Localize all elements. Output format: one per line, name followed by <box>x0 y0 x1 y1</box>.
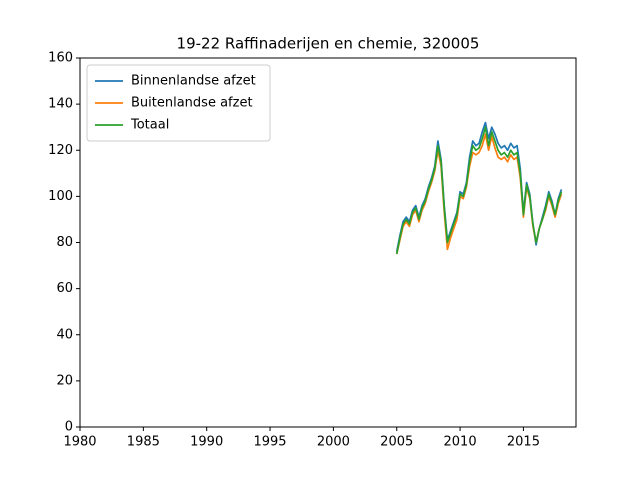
x-tick-label: 1985 <box>127 435 160 450</box>
plot-frame <box>79 57 577 428</box>
x-tick-label: 2015 <box>507 435 540 450</box>
legend-label: Buitenlandse afzet <box>131 96 253 111</box>
y-tick-label: 20 <box>56 373 73 388</box>
x-tick-label: 1995 <box>253 435 286 450</box>
x-tick-label: 2000 <box>317 435 350 450</box>
x-tick-label: 1980 <box>63 435 96 450</box>
y-tick-label: 60 <box>56 281 73 296</box>
x-tick-label: 2010 <box>444 435 477 450</box>
legend-box <box>86 64 271 142</box>
y-tick-label: 160 <box>48 51 73 66</box>
x-tick-label: 2005 <box>380 435 413 450</box>
y-tick-label: 0 <box>65 420 73 435</box>
legend-label: Binnenlandse afzet <box>131 74 256 89</box>
line-series <box>395 126 563 255</box>
x-tick-label: 1990 <box>190 435 223 450</box>
chart-title: 19-22 Raffinaderijen en chemie, 320005 <box>177 35 480 53</box>
legend-label: Totaal <box>130 118 169 133</box>
y-tick-label: 140 <box>48 97 73 112</box>
y-tick-label: 120 <box>48 143 73 158</box>
y-tick-label: 80 <box>56 235 73 250</box>
line-series <box>395 121 563 252</box>
y-tick-label: 40 <box>56 327 73 342</box>
y-tick-label: 100 <box>48 189 73 204</box>
